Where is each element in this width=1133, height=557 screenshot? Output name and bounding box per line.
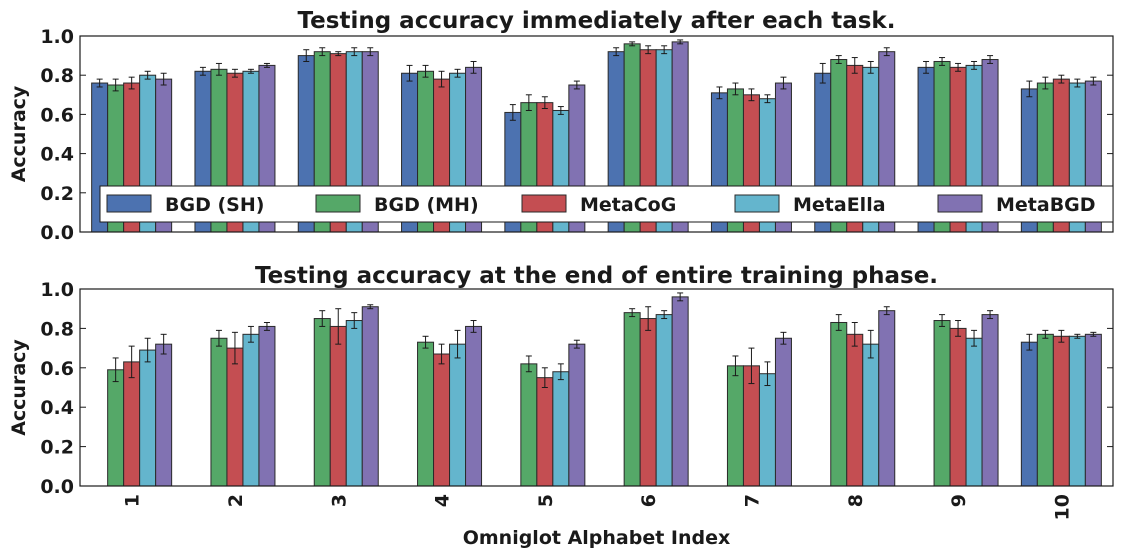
x-tick-label: 2 bbox=[225, 494, 247, 507]
x-tick-label: 1 bbox=[122, 494, 144, 507]
bar bbox=[155, 343, 173, 487]
legend-label: MetaCoG bbox=[580, 194, 676, 216]
y-tick-label: 1.0 bbox=[40, 279, 74, 301]
subplot-1: Testing accuracy immediately after each … bbox=[8, 8, 1114, 244]
y-tick-label: 0.6 bbox=[40, 358, 74, 380]
bar bbox=[536, 377, 554, 487]
bar bbox=[329, 325, 347, 487]
bar bbox=[552, 371, 570, 487]
y-axis-label: Accuracy bbox=[8, 85, 30, 182]
bar bbox=[830, 321, 848, 487]
bar bbox=[449, 343, 467, 487]
legend-swatch bbox=[315, 194, 361, 213]
x-tick-label: 8 bbox=[845, 494, 867, 507]
bar bbox=[639, 318, 657, 487]
bar bbox=[671, 296, 689, 487]
bar bbox=[313, 318, 331, 487]
bar bbox=[417, 341, 435, 487]
bar bbox=[933, 320, 951, 487]
bar bbox=[949, 327, 967, 487]
x-axis-label: Omniglot Alphabet Index bbox=[463, 527, 731, 549]
x-tick-label: 6 bbox=[638, 494, 660, 507]
y-axis-label: Accuracy bbox=[8, 339, 30, 436]
bar bbox=[1052, 335, 1070, 487]
bar bbox=[107, 369, 125, 487]
bar bbox=[726, 365, 744, 487]
bar bbox=[520, 363, 538, 487]
bar bbox=[623, 312, 641, 487]
bar bbox=[981, 314, 999, 487]
subplot-2: Testing accuracy at the end of entire tr… bbox=[8, 263, 1114, 549]
bar bbox=[774, 337, 792, 487]
bar bbox=[965, 337, 983, 487]
plot-frame bbox=[79, 288, 1114, 487]
bar bbox=[1068, 335, 1086, 487]
bar bbox=[1020, 341, 1038, 487]
chart-title: Testing accuracy immediately after each … bbox=[298, 8, 896, 34]
legend: BGD (SH) BGD (MH) MetaCoG MetaElla MetaBGD bbox=[99, 185, 1114, 223]
bar bbox=[1084, 333, 1102, 487]
bar bbox=[226, 347, 244, 487]
y-tick-label: 1.0 bbox=[40, 26, 74, 48]
y-tick-label: 0.8 bbox=[40, 318, 74, 340]
y-tick-label: 0.0 bbox=[40, 476, 74, 498]
legend-swatch bbox=[734, 194, 780, 213]
legend-label: MetaBGD bbox=[996, 194, 1096, 216]
bar bbox=[655, 314, 673, 487]
bar bbox=[846, 333, 864, 487]
x-tick-label: 3 bbox=[328, 494, 350, 507]
y-tick-label: 0.2 bbox=[40, 183, 74, 205]
legend-swatch bbox=[521, 194, 567, 213]
legend-swatch bbox=[937, 194, 983, 213]
bar bbox=[878, 310, 896, 487]
bar bbox=[862, 343, 880, 487]
y-tick-label: 0.4 bbox=[40, 397, 74, 419]
bar bbox=[345, 320, 363, 487]
legend-label: BGD (SH) bbox=[165, 194, 264, 216]
bar bbox=[1036, 333, 1054, 487]
bar bbox=[433, 353, 451, 487]
bar bbox=[361, 306, 379, 487]
bar bbox=[210, 337, 228, 487]
bar bbox=[465, 325, 483, 487]
y-tick-label: 0.4 bbox=[40, 144, 74, 166]
legend-swatch bbox=[106, 194, 152, 213]
bar bbox=[242, 333, 260, 487]
legend-label: MetaElla bbox=[793, 194, 886, 216]
bar bbox=[758, 373, 776, 487]
legend-label: BGD (MH) bbox=[374, 194, 479, 216]
bar bbox=[139, 349, 157, 487]
y-tick-label: 0.0 bbox=[40, 222, 74, 244]
bar bbox=[568, 343, 586, 487]
x-tick-label: 5 bbox=[535, 494, 557, 507]
y-tick-label: 0.2 bbox=[40, 437, 74, 459]
bar bbox=[123, 361, 141, 487]
x-tick-label: 4 bbox=[432, 494, 454, 507]
y-tick-label: 0.8 bbox=[40, 65, 74, 87]
chart-title: Testing accuracy at the end of entire tr… bbox=[255, 263, 938, 289]
x-tick-label: 7 bbox=[741, 494, 763, 507]
x-tick-label: 10 bbox=[1051, 494, 1073, 520]
y-tick-label: 0.6 bbox=[40, 104, 74, 126]
bar bbox=[258, 325, 276, 487]
x-tick-label: 9 bbox=[948, 494, 970, 507]
plot-frame bbox=[79, 35, 1114, 233]
